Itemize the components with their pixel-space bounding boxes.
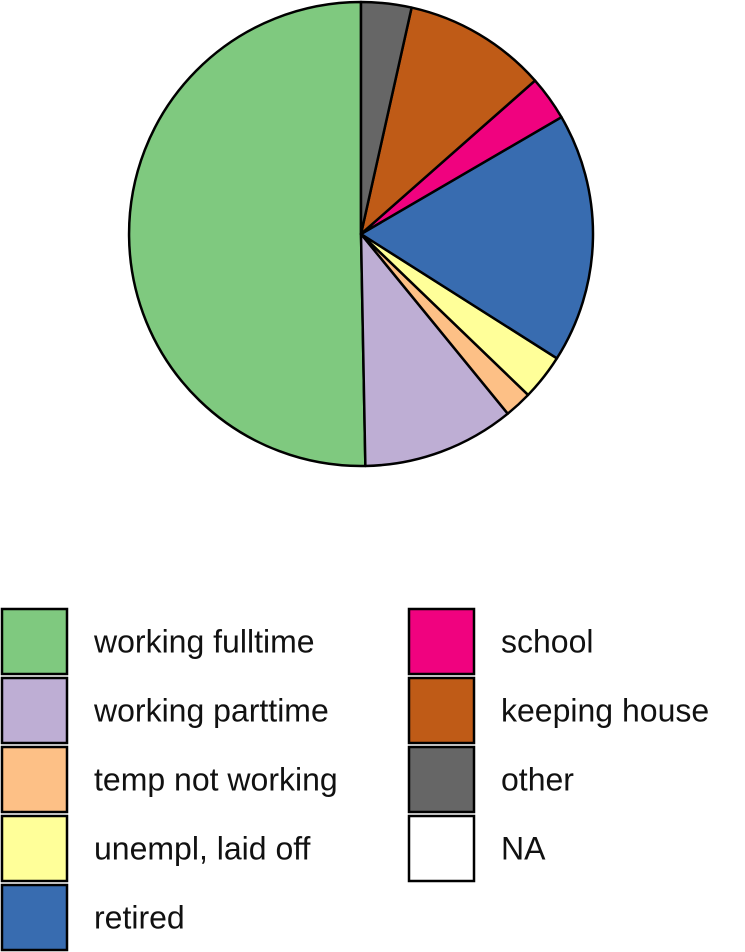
legend-swatch-school	[407, 607, 476, 676]
legend-item-working-fulltime: working fulltime	[0, 607, 315, 676]
legend-item-retired: retired	[0, 883, 185, 952]
legend-label-unempl-laid-off: unempl, laid off	[94, 831, 311, 867]
legend-label-na: NA	[501, 831, 546, 867]
legend-item-temp-not-working: temp not working	[0, 745, 338, 814]
legend-item-other: other	[407, 745, 574, 814]
legend-swatch-other	[407, 745, 476, 814]
legend-label-school: school	[501, 624, 594, 660]
legend-label-retired: retired	[94, 900, 185, 936]
legend-swatch-temp-not-working	[0, 745, 69, 814]
pie-slice-retired	[359, 115, 595, 360]
legend-swatch-keeping-house	[407, 676, 476, 745]
pie-slice-keeping-house	[359, 6, 537, 236]
legend-swatch-retired	[0, 883, 69, 952]
legend-swatch-na	[407, 814, 476, 883]
pie-slices	[127, 0, 595, 468]
pie-slice-working-parttime	[359, 232, 510, 468]
legend-item-keeping-house: keeping house	[407, 676, 709, 745]
legend: working fulltime working parttime temp not…	[0, 607, 709, 952]
legend-label-working-fulltime: working fulltime	[93, 624, 315, 660]
legend-swatch-working-parttime	[0, 676, 69, 745]
legend-swatch-unempl-laid-off	[0, 814, 69, 883]
legend-label-other: other	[501, 762, 574, 798]
legend-item-unempl-laid-off: unempl, laid off	[0, 814, 311, 883]
legend-label-keeping-house: keeping house	[501, 693, 709, 729]
legend-item-school: school	[407, 607, 594, 676]
pie-slice-other	[359, 0, 413, 236]
pie-slice-working-fulltime	[127, 0, 367, 468]
legend-swatch-working-fulltime	[0, 607, 69, 676]
legend-label-temp-not-working: temp not working	[94, 762, 338, 798]
legend-label-working-parttime: working parttime	[93, 693, 329, 729]
legend-item-na: NA	[407, 814, 546, 883]
legend-item-working-parttime: working parttime	[0, 676, 329, 745]
